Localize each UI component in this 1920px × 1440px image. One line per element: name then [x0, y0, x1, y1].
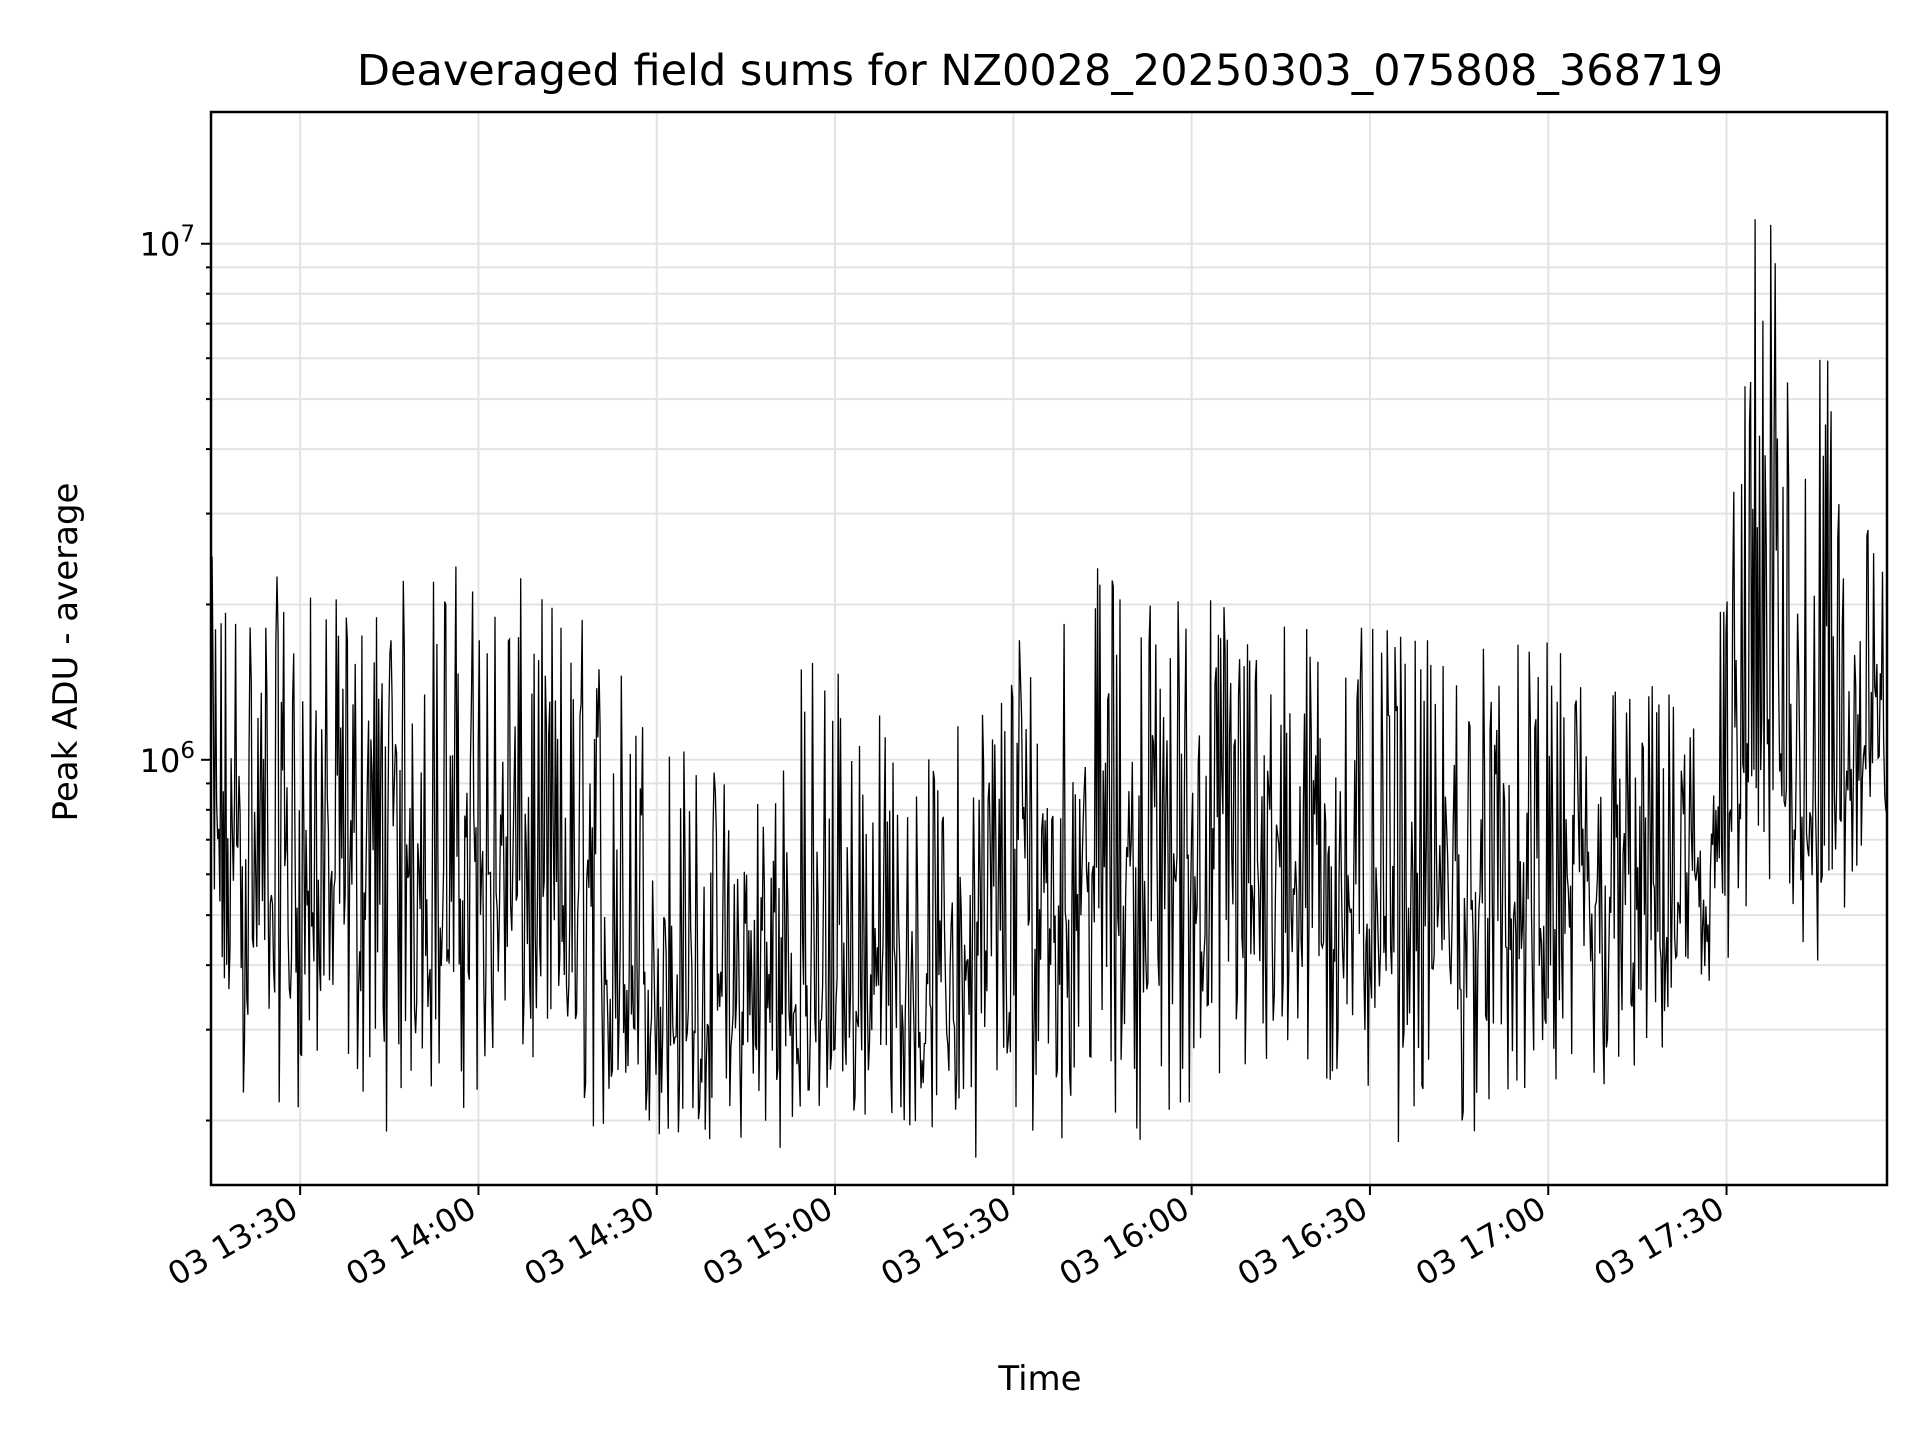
- series-line: [210, 219, 1888, 1158]
- x-axis-title: Time: [997, 1359, 1081, 1399]
- plot-frame: [209, 110, 1889, 1187]
- y-tick-label: 106: [140, 738, 195, 780]
- y-axis-title: Peak ADU - average: [46, 483, 86, 822]
- y-tick-label: 107: [140, 222, 195, 264]
- grid: [211, 112, 1887, 1185]
- series-layer: [210, 219, 1888, 1158]
- chart-title: Deaveraged field sums for NZ0028_2025030…: [357, 46, 1723, 96]
